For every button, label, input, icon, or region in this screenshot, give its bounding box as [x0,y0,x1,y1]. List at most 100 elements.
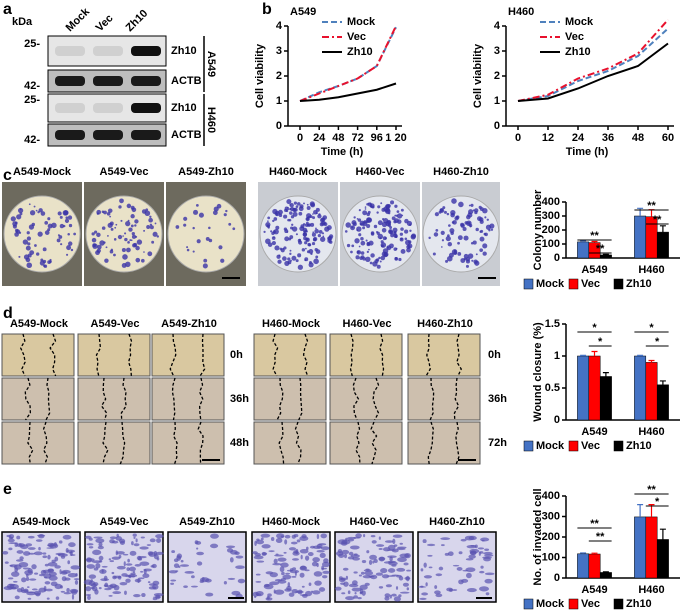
x-tick-label: A549 [581,584,607,596]
cell [290,541,298,545]
significance-label: ** [590,518,599,530]
colony [326,225,332,231]
colony [451,198,457,204]
colony [122,235,124,237]
colony [359,222,363,226]
cell [98,560,103,563]
cell [399,591,410,594]
cell [235,565,245,569]
colony [365,239,368,242]
cell [14,567,18,573]
colony [196,239,201,244]
colony [44,230,50,235]
colony [315,207,320,212]
cell [422,539,427,544]
cell [399,542,403,545]
cell [178,565,181,568]
colony [489,223,495,229]
colony [360,240,366,246]
cell [293,533,299,538]
image-label: H460-Zh10 [417,318,473,330]
wound-edge [272,333,279,377]
colony [450,231,454,235]
cell [125,563,133,566]
cell [205,578,212,583]
cell [153,550,158,557]
cell [391,564,397,567]
cell [62,534,72,540]
cell [63,591,72,595]
colony [356,229,359,232]
wound-edge [294,421,302,465]
error-bar [637,354,644,356]
colony [394,204,398,208]
image-label: H460-Mock [269,166,328,178]
x-tick-label: 12 [542,132,554,144]
colony [14,221,18,225]
cell [345,596,355,601]
image [1,421,75,465]
colony [312,213,314,215]
colony [59,223,65,229]
colony [312,237,317,242]
colony [25,245,31,251]
cell [252,551,258,555]
cell [43,585,47,592]
colony [360,251,365,255]
wound-edge [427,421,435,465]
colony [186,248,190,252]
x-tick-label: 96 [371,132,383,144]
colony [472,240,477,245]
panel-label: c [3,167,12,184]
cell [468,554,476,559]
colony [101,210,105,214]
wound-edge [276,377,284,421]
colony [445,235,451,242]
cell [309,545,316,549]
colony [67,233,70,236]
colony [96,244,102,250]
colony [273,228,279,235]
cell [123,561,126,567]
y-tick-label: 3 [276,45,282,57]
colony [28,224,35,230]
cell [458,579,464,585]
cell [348,583,359,588]
cell [170,582,175,585]
colony [479,248,484,253]
colony [272,219,275,223]
cell [139,561,150,566]
cell [460,538,467,542]
colony [26,236,32,241]
colony [295,259,299,263]
wound-edge [42,421,49,465]
time-label: 36h [230,393,249,405]
colony [27,242,31,246]
colony [452,220,457,225]
colony [130,214,135,219]
cell [465,572,472,579]
cell [320,533,327,539]
colony [432,252,436,256]
x-tick-label: 1 20 [385,132,406,144]
image-label: H460-Vec [356,166,405,178]
cell [447,551,454,557]
cell [292,558,299,561]
colony [65,216,69,220]
cell [42,552,47,555]
cell [384,593,391,598]
cell [132,533,137,537]
legend-label: Zh10 [626,278,652,290]
colony [460,223,465,228]
colony [232,227,236,231]
colony [479,207,484,212]
colony [205,236,210,241]
cell [42,555,48,559]
cell [256,593,262,596]
cell-line-label: A549 [205,51,217,77]
cell [286,569,293,572]
bar [656,384,669,421]
wound-edge [425,333,431,377]
cell [365,568,370,571]
blot-band [55,76,85,86]
